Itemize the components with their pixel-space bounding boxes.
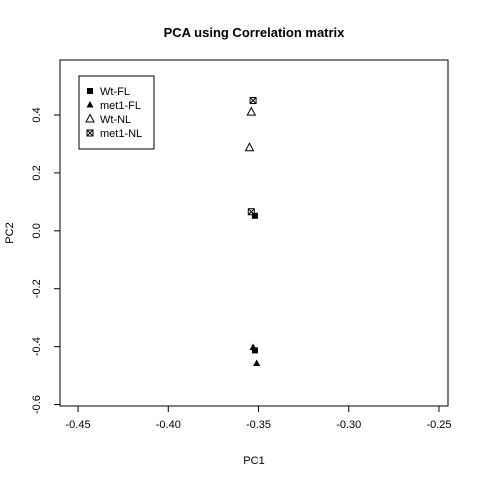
legend-marker-met1-nl <box>86 129 94 137</box>
point-wt-fl <box>251 212 258 219</box>
chart-title: PCA using Correlation matrix <box>164 25 346 40</box>
x-tick-label: -0.35 <box>246 419 271 431</box>
legend-marker-wt-fl <box>87 88 93 94</box>
point-wt-nl <box>244 142 255 152</box>
point-met1-nl <box>249 97 257 105</box>
y-tick-label: -0.6 <box>31 395 43 414</box>
x-tick-label: -0.25 <box>426 419 451 431</box>
y-tick-label: 0.4 <box>31 107 43 122</box>
point-met1-fl <box>249 343 257 351</box>
y-tick-label: -0.4 <box>31 337 43 356</box>
x-axis-label: PC1 <box>243 455 264 467</box>
legend-marker-wt-nl <box>85 113 95 123</box>
legend-label-wt-fl: Wt-FL <box>100 86 130 98</box>
y-axis-label: PC2 <box>4 222 16 243</box>
point-met1-nl <box>247 208 255 216</box>
x-axis: -0.45 -0.40 -0.35 -0.30 -0.25 <box>66 405 452 431</box>
x-tick-label: -0.40 <box>156 419 181 431</box>
y-axis: -0.6 -0.4 -0.2 0.0 0.2 0.4 <box>31 107 61 414</box>
legend-marker-met1-fl <box>86 101 94 108</box>
y-tick-label: 0.0 <box>31 223 43 238</box>
x-tick-label: -0.45 <box>66 419 91 431</box>
legend: Wt-FL met1-FL Wt-NL met1-NL <box>78 75 155 150</box>
legend-label-met1-nl: met1-NL <box>100 128 142 140</box>
y-tick-label: -0.2 <box>31 279 43 298</box>
point-met1-fl <box>253 359 261 366</box>
point-wt-fl <box>251 347 258 354</box>
legend-label-met1-fl: met1-FL <box>100 100 141 112</box>
point-wt-nl <box>246 106 257 116</box>
legend-label-wt-nl: Wt-NL <box>100 114 131 126</box>
data-points <box>244 97 261 366</box>
y-tick-label: 0.2 <box>31 165 43 180</box>
x-tick-label: -0.30 <box>336 419 361 431</box>
